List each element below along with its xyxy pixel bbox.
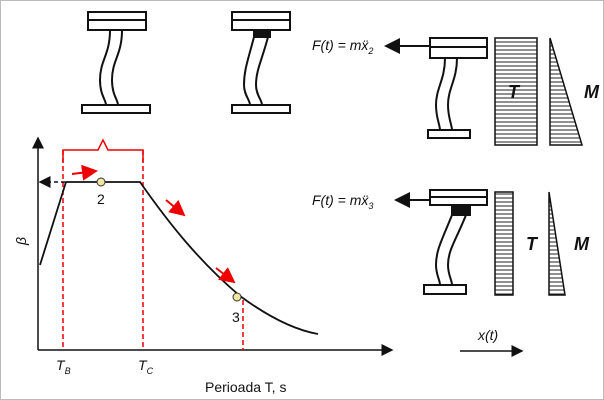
displacement-label: x(t) [477,327,498,343]
force-sub: 3 [368,201,373,211]
y-axis-label: β [13,237,29,246]
point-marker [233,293,241,301]
moment-label: M [574,234,590,254]
point-label: 2 [97,191,105,207]
x-axis-label: Perioada T, s [205,379,286,395]
shear-diagram [495,192,513,295]
moment-label: M [584,82,600,102]
point-marker [97,178,105,186]
page: {"force_labels": [{"text": "F(t) = mẍ", … [0,0,604,400]
force-text: F(t) = mẍ [312,37,369,53]
force-sub: 2 [367,46,373,56]
force-text: F(t) = mẍ [312,192,369,208]
period-sub: C [147,366,154,376]
period-sub: B [65,366,71,376]
diagram: F(t) = mẍ2 T M F(t) = mẍ3 T M x(t) [0,0,604,400]
point-label: 3 [232,309,240,325]
